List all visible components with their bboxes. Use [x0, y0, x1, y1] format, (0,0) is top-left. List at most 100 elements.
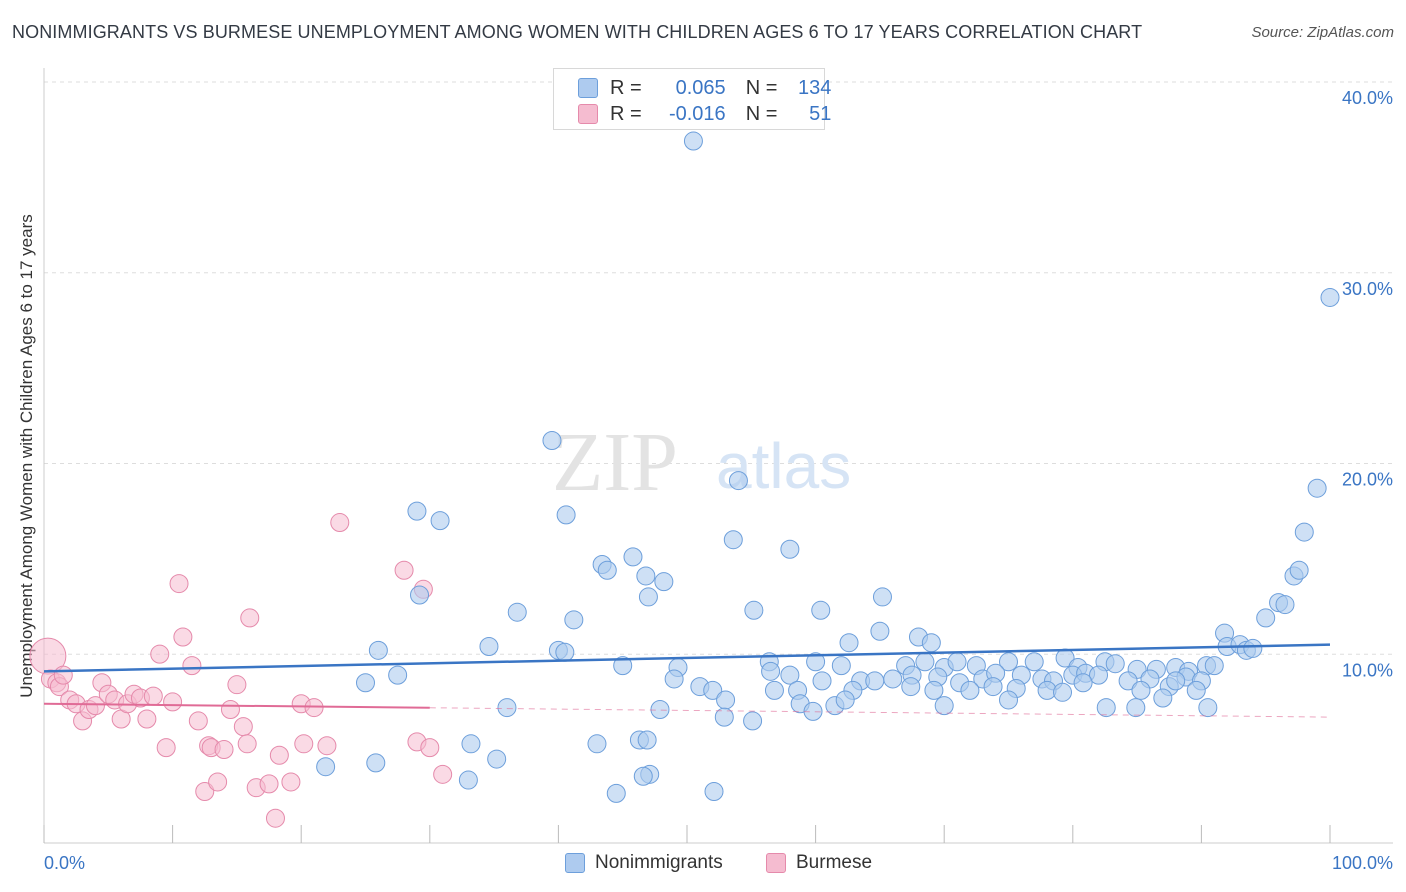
- nonimmigrants-point: [564, 610, 584, 630]
- nonimmigrants-point: [1307, 478, 1327, 498]
- nonimmigrants-point: [636, 566, 656, 586]
- nonimmigrants-point: [366, 753, 386, 773]
- nonimmigrants-point: [924, 680, 944, 700]
- legend: Nonimmigrants Burmese: [0, 852, 1406, 876]
- nonimmigrants-point: [915, 652, 935, 672]
- nonimmigrants-point: [458, 770, 478, 790]
- nonimmigrants-point: [1243, 638, 1263, 658]
- nonimmigrants-point: [1118, 671, 1138, 691]
- burmese-point: [281, 772, 301, 792]
- nonimmigrants-point: [1024, 652, 1044, 672]
- burmese-trend-line: [43, 702, 430, 709]
- nonimmigrants-point: [555, 642, 575, 662]
- legend-label-burmese: Burmese: [796, 852, 873, 873]
- nonimmigrants-point: [542, 431, 562, 451]
- nonimmigrants-point: [1105, 654, 1125, 674]
- burmese-point: [237, 734, 257, 754]
- burmese-point: [169, 574, 189, 594]
- nonimmigrants-point: [1275, 595, 1295, 615]
- nonimmigrants-point: [716, 690, 736, 710]
- nonimmigrants-point: [487, 749, 507, 769]
- nonimmigrants-point: [839, 633, 859, 653]
- nonimmigrants-point: [870, 621, 890, 641]
- burmese-point: [85, 696, 105, 716]
- nonimmigrants-point: [831, 656, 851, 676]
- nonimmigrants-point: [479, 637, 499, 657]
- nonimmigrants-point: [728, 471, 748, 491]
- burmese-point: [220, 699, 240, 719]
- nonimmigrants-point: [664, 669, 684, 689]
- nonimmigrants-point: [407, 501, 427, 521]
- nonimmigrants-point: [1166, 671, 1186, 691]
- nonimmigrants-point: [999, 690, 1018, 710]
- n-label: N =: [745, 76, 778, 99]
- legend-label-nonimmigrants: Nonimmigrants: [595, 852, 723, 873]
- axis-layer: [43, 68, 1393, 844]
- nonimmigrants-point: [1186, 680, 1206, 700]
- nonimmigrants-point: [637, 730, 657, 750]
- nonimmigrants-point: [780, 539, 800, 559]
- nonimmigrants-point: [613, 656, 633, 676]
- burmese-swatch: [578, 104, 598, 124]
- nonimmigrants-point: [587, 734, 607, 754]
- nonimmigrants-point: [497, 698, 517, 718]
- watermark: ZIP atlas: [552, 416, 851, 509]
- nonimmigrants-point: [388, 665, 408, 685]
- r-value: -0.016: [668, 102, 726, 125]
- nonimmigrants-point: [865, 671, 885, 691]
- burmese-point: [269, 745, 289, 765]
- burmese-point: [173, 627, 193, 647]
- y-tick-label: 40.0%: [1342, 88, 1393, 108]
- nonimmigrants-point: [1073, 673, 1093, 693]
- burmese-point: [265, 808, 285, 828]
- nonimmigrants-point: [1320, 287, 1340, 307]
- burmese-point: [137, 709, 157, 729]
- r-label: R =: [610, 102, 642, 125]
- chart-title: NONIMMIGRANTS VS BURMESE UNEMPLOYMENT AM…: [12, 22, 1143, 42]
- grid-layer: [44, 81, 1393, 655]
- stats-row-nonimmigrants: R = 0.065 N = 134: [578, 75, 831, 101]
- legend-item-burmese[interactable]: Burmese: [766, 852, 872, 874]
- nonimmigrants-point: [597, 560, 617, 580]
- n-value: 51: [809, 102, 832, 125]
- nonimmigrants-point: [633, 766, 653, 786]
- nonimmigrants-point: [1204, 656, 1224, 676]
- y-tick-label: 30.0%: [1342, 279, 1393, 299]
- nonimmigrants-point: [761, 661, 781, 681]
- nonimmigrants-point: [744, 600, 764, 620]
- nonimmigrants-point: [811, 600, 831, 620]
- stats-box: R = 0.065 N = 134 R = -0.016 N = 51: [553, 68, 831, 130]
- nonimmigrants-point: [947, 652, 967, 672]
- nonimmigrants-point: [650, 699, 670, 719]
- nonimmigrants-point: [983, 677, 1003, 697]
- nonimmigrants-point: [960, 680, 980, 700]
- stats-row-burmese: R = -0.016 N = 51: [578, 101, 831, 127]
- nonimmigrants-point: [410, 585, 430, 605]
- burmese-trend-line-projection: [429, 707, 1331, 718]
- nonimmigrants-trend-line: [43, 643, 1331, 673]
- r-label: R =: [610, 76, 642, 99]
- legend-swatch-nonimmigrants: [565, 853, 585, 873]
- burmese-points: [29, 513, 453, 828]
- nonimmigrants-point: [606, 783, 626, 803]
- nonimmigrants-point: [999, 652, 1018, 672]
- nonimmigrants-point: [683, 131, 703, 151]
- burmese-point: [188, 711, 208, 731]
- burmese-point: [195, 781, 215, 801]
- nonimmigrants-point: [812, 671, 832, 691]
- burmese-point: [394, 560, 414, 580]
- nonimmigrants-point: [1126, 698, 1146, 718]
- y-tick-label: 10.0%: [1342, 660, 1393, 680]
- nonimmigrants-point: [1089, 665, 1109, 685]
- burmese-point: [240, 608, 260, 628]
- burmese-point: [317, 736, 337, 756]
- nonimmigrants-point: [743, 711, 763, 731]
- legend-item-nonimmigrants[interactable]: Nonimmigrants: [565, 852, 723, 874]
- burmese-point: [163, 692, 183, 712]
- nonimmigrants-point: [1198, 698, 1218, 718]
- nonimmigrants-point: [556, 505, 576, 525]
- nonimmigrants-point: [356, 673, 375, 693]
- chart-source: Source: ZipAtlas.com: [1251, 24, 1394, 41]
- nonimmigrants-point: [1153, 688, 1173, 708]
